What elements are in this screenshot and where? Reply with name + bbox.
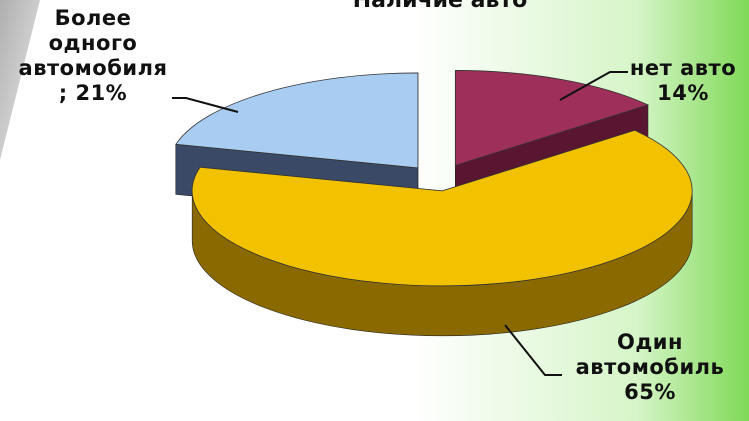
chart-title: Наличие авто xyxy=(352,0,528,13)
label-more-line-4: ; 21% xyxy=(58,81,128,105)
slice-one-car-top xyxy=(191,129,693,287)
label-no-car-line-1: нет авто xyxy=(629,56,737,80)
grey-corner-wedge xyxy=(0,0,40,160)
slice-more-than-one-car-top xyxy=(175,72,419,169)
label-no-car-line-2: 14% xyxy=(657,81,709,105)
label-one-car-line-1: Один xyxy=(616,330,684,354)
label-more-than-one-car: Более одного автомобиля ; 21% xyxy=(8,6,178,106)
leader-one-car xyxy=(504,324,562,376)
label-more-line-1: Более xyxy=(54,6,132,30)
label-no-car: нет авто 14% xyxy=(618,56,748,106)
leader-more-than-one-car xyxy=(172,97,239,113)
leader-no-car xyxy=(559,71,628,101)
label-one-car: Один автомобиль 65% xyxy=(555,330,745,405)
slice-one-car xyxy=(191,129,693,337)
label-more-line-3: автомобиля xyxy=(18,56,168,80)
label-one-car-line-2: автомобиль xyxy=(575,355,725,379)
label-one-car-line-3: 65% xyxy=(624,380,676,404)
slice-no-car-top xyxy=(454,70,650,167)
label-more-line-2: одного xyxy=(48,31,138,55)
